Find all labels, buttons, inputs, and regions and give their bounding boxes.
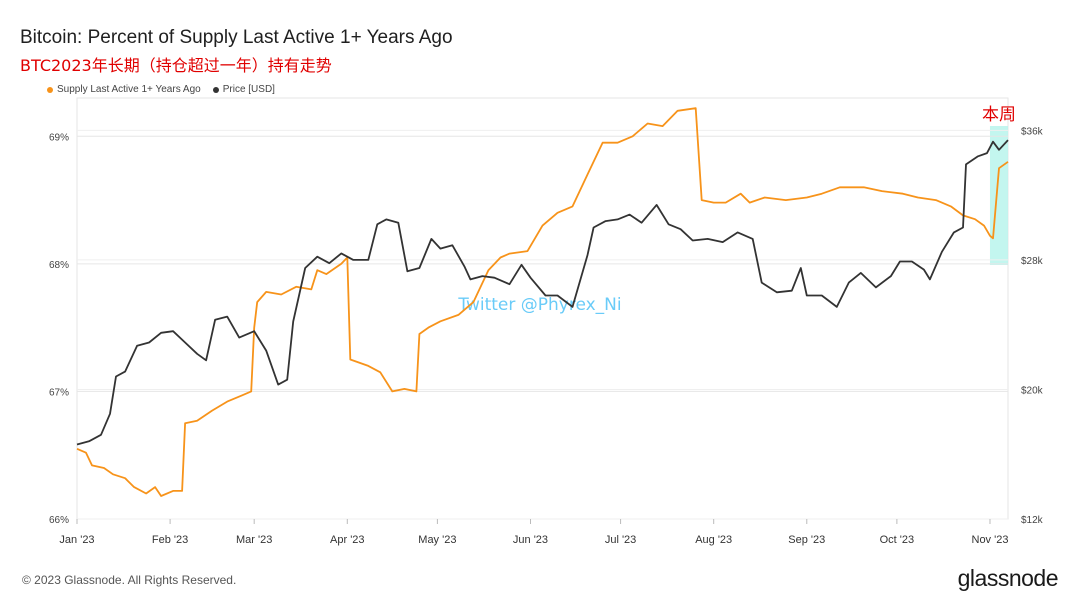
x-tick-label: Mar '23: [236, 534, 272, 546]
y-left-tick-label: 66%: [49, 515, 69, 526]
x-tick-label: May '23: [418, 534, 456, 546]
y-right-tick-label: $12k: [1021, 515, 1044, 526]
x-tick-label: Sep '23: [788, 534, 825, 546]
legend-label-price: Price [USD]: [222, 84, 275, 95]
x-tick-label: Jun '23: [513, 534, 548, 546]
x-tick-label: Apr '23: [330, 534, 365, 546]
legend-item-supply[interactable]: Supply Last Active 1+ Years Ago: [47, 84, 201, 95]
copyright: © 2023 Glassnode. All Rights Reserved.: [22, 573, 237, 587]
y-left-tick-label: 67%: [49, 387, 69, 398]
y-left-tick-label: 68%: [49, 260, 69, 271]
x-tick-label: Jan '23: [59, 534, 94, 546]
this-week-label: 本周: [982, 105, 1016, 125]
legend-swatch-supply: [47, 86, 53, 93]
legend-swatch-price: [212, 86, 219, 93]
legend: Supply Last Active 1+ Years Ago Price [U…: [47, 84, 275, 95]
supply-series-line: [76, 107, 1009, 497]
this-week-highlight: [989, 126, 1008, 265]
legend-label-supply: Supply Last Active 1+ Years Ago: [57, 84, 201, 95]
y-right-tick-label: $28k: [1021, 256, 1044, 267]
chart-subtitle: BTC2023年长期（持仓超过一年）持有走势: [20, 56, 332, 75]
chart-title: Bitcoin: Percent of Supply Last Active 1…: [20, 27, 453, 48]
watermark-text: Twitter @Phyrex_Ni: [457, 295, 621, 315]
x-tick-label: Feb '23: [152, 534, 188, 546]
y-left-tick-label: 69%: [49, 132, 69, 143]
y-right-tick-label: $36k: [1021, 126, 1044, 137]
y-right-tick-label: $20k: [1021, 385, 1044, 396]
x-tick-label: Oct '23: [880, 534, 915, 546]
x-tick-label: Aug '23: [695, 534, 732, 546]
legend-item-price[interactable]: Price [USD]: [212, 84, 275, 95]
x-tick-label: Jul '23: [605, 534, 636, 546]
price-series-line: [76, 139, 1009, 446]
glassnode-logo: glassnode: [957, 565, 1059, 591]
x-tick-label: Nov '23: [972, 534, 1009, 546]
